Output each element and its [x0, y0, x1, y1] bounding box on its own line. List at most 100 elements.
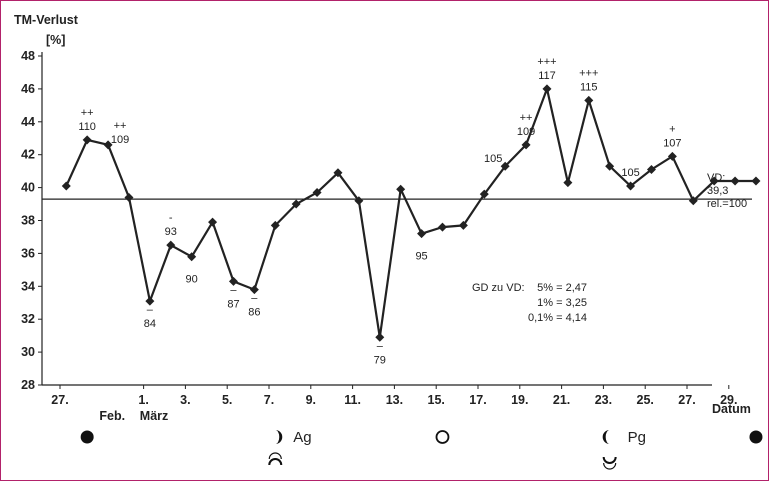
- y-tick-label: 32: [21, 312, 35, 326]
- x-tick-label: 3.: [180, 393, 190, 407]
- data-point: [249, 285, 259, 295]
- data-point: [228, 276, 238, 286]
- significance-mark: +: [669, 123, 675, 135]
- gd-note-value: 5% = 2,47: [537, 282, 587, 294]
- data-point: [521, 140, 531, 150]
- y-axis-label: [%]: [46, 33, 65, 47]
- data-label: 107: [663, 137, 681, 149]
- data-point: [563, 178, 573, 188]
- x-tick-label: 5.: [222, 393, 232, 407]
- data-point: [709, 176, 719, 186]
- significance-mark: +++: [537, 56, 556, 68]
- significance-mark: -: [169, 212, 173, 224]
- data-label: 79: [374, 354, 386, 366]
- data-label: 109: [111, 134, 129, 146]
- data-point: [500, 161, 510, 171]
- month-label: Feb.: [99, 409, 125, 423]
- data-point: [458, 220, 468, 230]
- vd-label: 39,3: [707, 185, 728, 197]
- x-tick-label: 17.: [469, 393, 486, 407]
- data-point: [542, 84, 552, 94]
- series-line: [65, 85, 756, 338]
- significance-mark: –: [251, 293, 258, 305]
- x-tick-label: 15.: [428, 393, 445, 407]
- vd-label: VD:: [707, 172, 725, 184]
- data-point: [626, 181, 636, 191]
- moon-phase-label: Pg: [628, 429, 646, 446]
- descending-node-icon: [603, 462, 617, 470]
- x-tick-label: 7.: [264, 393, 274, 407]
- significance-mark: ++: [114, 120, 127, 132]
- y-tick-label: 30: [21, 345, 35, 359]
- significance-mark: –: [147, 304, 154, 316]
- data-point: [208, 217, 218, 227]
- chart-title: TM-Verlust: [14, 13, 79, 27]
- y-tick-label: 38: [21, 214, 35, 228]
- data-label: 105: [621, 167, 639, 179]
- month-label: März: [140, 409, 168, 423]
- data-label: 90: [186, 274, 198, 286]
- data-point: [103, 140, 113, 150]
- data-label: 115: [580, 81, 598, 93]
- data-point: [82, 135, 92, 145]
- x-tick-label: 27.: [678, 393, 695, 407]
- data-point: [646, 165, 656, 175]
- x-tick-label: 1.: [138, 393, 148, 407]
- first-quarter-moon-icon: [275, 430, 283, 444]
- x-tick-label: 9.: [306, 393, 316, 407]
- x-tick-label: 21.: [553, 393, 570, 407]
- y-tick-label: 36: [21, 246, 35, 260]
- gd-note-value: 1% = 3,25: [537, 297, 587, 309]
- x-tick-label: 29.: [720, 393, 737, 407]
- y-tick-label: 42: [21, 148, 35, 162]
- descending-node-icon: [602, 456, 617, 464]
- new-moon-icon: [80, 430, 94, 444]
- data-label: 95: [415, 251, 427, 263]
- data-point: [437, 222, 447, 232]
- significance-mark: ++: [520, 112, 533, 124]
- data-label: 93: [165, 226, 177, 238]
- data-label: 86: [248, 307, 260, 319]
- data-label: 110: [78, 121, 96, 133]
- last-quarter-moon-icon: [602, 430, 610, 444]
- y-tick-label: 34: [21, 279, 35, 293]
- significance-mark: –: [230, 284, 237, 296]
- x-axis-label: Datum: [712, 402, 751, 416]
- data-point: [312, 188, 322, 198]
- data-point: [291, 199, 301, 209]
- x-tick-label: 23.: [595, 393, 612, 407]
- data-point: [124, 192, 134, 202]
- data-point: [61, 181, 71, 191]
- x-tick-label: 27.: [51, 393, 68, 407]
- moon-phase-label: Ag: [293, 429, 311, 446]
- data-point: [333, 168, 343, 178]
- data-point: [270, 220, 280, 230]
- significance-mark: –: [377, 340, 384, 352]
- data-point: [166, 240, 176, 250]
- y-tick-label: 44: [21, 115, 35, 129]
- y-tick-label: 28: [21, 378, 35, 392]
- data-point: [667, 151, 677, 161]
- x-tick-label: 25.: [637, 393, 654, 407]
- data-point: [751, 176, 761, 186]
- data-label: 117: [538, 70, 556, 82]
- data-label: 84: [144, 318, 156, 330]
- gd-note-value: 0,1% = 4,14: [528, 312, 587, 324]
- data-point: [354, 196, 364, 206]
- data-point: [187, 252, 197, 262]
- data-point: [396, 184, 406, 194]
- data-point: [479, 189, 489, 199]
- gd-note-label: GD zu VD:: [472, 282, 525, 294]
- data-point: [417, 229, 427, 239]
- ascending-node-icon: [268, 452, 282, 460]
- data-point: [688, 196, 698, 206]
- data-point: [584, 95, 594, 105]
- y-tick-label: 48: [21, 49, 35, 63]
- x-tick-label: 13.: [386, 393, 403, 407]
- vd-label: rel.=100: [707, 198, 747, 210]
- y-tick-label: 46: [21, 82, 35, 96]
- data-point: [375, 332, 385, 342]
- significance-mark: ++: [81, 107, 94, 119]
